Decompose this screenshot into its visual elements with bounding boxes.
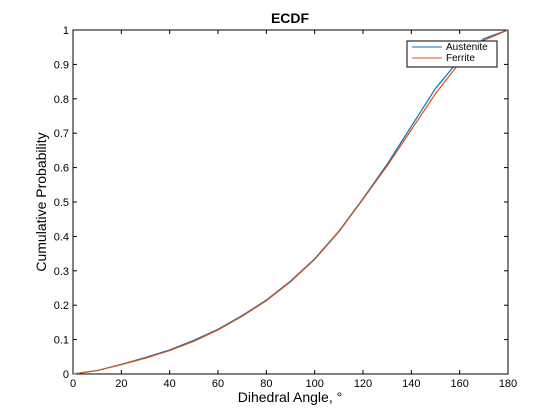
y-tick-label: 0	[63, 369, 69, 381]
y-tick-label: 0.3	[54, 266, 69, 278]
x-tick-label: 120	[354, 378, 372, 390]
legend-label-austenite: Austenite	[446, 42, 488, 53]
y-tick-label: 0.5	[54, 197, 69, 209]
legend-box	[406, 40, 498, 68]
x-tick-label: 80	[260, 378, 272, 390]
x-tick-label: 140	[402, 378, 420, 390]
y-tick-label: 0.6	[54, 163, 69, 175]
x-tick-label: 160	[450, 378, 468, 390]
series-lines	[72, 29, 509, 375]
legend-label-ferrite: Ferrite	[446, 53, 475, 64]
x-tick-label: 100	[305, 378, 323, 390]
legend: Austenite Ferrite	[406, 40, 498, 68]
y-tick-label: 0.8	[54, 94, 69, 106]
y-tick-label: 0.4	[54, 231, 69, 243]
x-tick-label: 60	[212, 378, 224, 390]
series-line-ferrite	[72, 29, 509, 375]
chart-title: ECDF	[271, 10, 310, 26]
y-axis-label: Cumulative Probability	[33, 132, 49, 271]
y-tick-label: 0.2	[54, 300, 69, 312]
x-tick-label: 0	[70, 378, 76, 390]
y-axis-ticks: 0 0.1 0.2 0.3 0.4 0.5 0.6 0.7 0.8 0.9 1	[54, 25, 508, 381]
x-axis-ticks: 0 20 40 60 80 100 120 140 160 180	[70, 30, 517, 390]
x-tick-label: 40	[164, 378, 176, 390]
y-tick-label: 0.1	[54, 335, 69, 347]
x-tick-label: 180	[499, 378, 517, 390]
plot-area	[72, 29, 509, 375]
y-tick-label: 0.7	[54, 128, 69, 140]
x-axis-label: Dihedral Angle, °	[238, 389, 342, 405]
y-tick-label: 1	[63, 25, 69, 37]
x-tick-label: 20	[115, 378, 127, 390]
y-tick-label: 0.9	[54, 59, 69, 71]
